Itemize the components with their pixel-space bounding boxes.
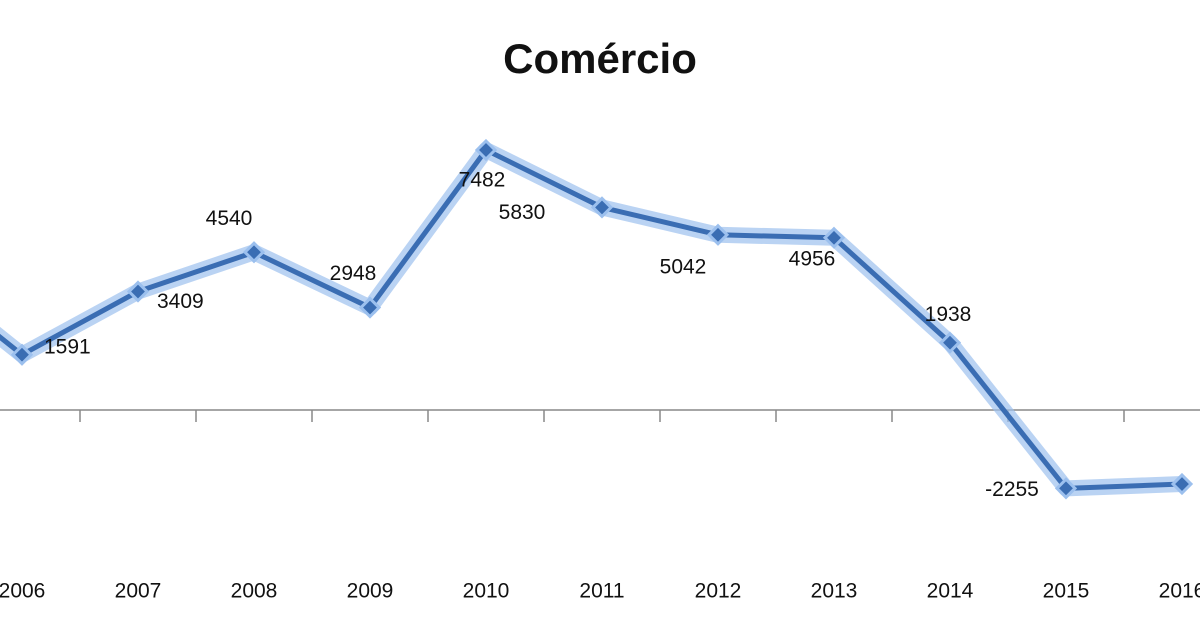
marker — [126, 280, 150, 303]
x-tick-label: 2014 — [927, 580, 974, 603]
data-label: 3409 — [157, 290, 204, 313]
data-label: 2948 — [330, 262, 377, 285]
line — [0, 147, 1183, 491]
x-tick-label: 2006 — [0, 580, 45, 603]
data-label: -2255 — [985, 478, 1039, 501]
marker — [10, 343, 34, 366]
data-label: 5830 — [499, 201, 546, 224]
x-tick-label: 2013 — [811, 580, 858, 603]
data-label: 1938 — [925, 303, 972, 326]
marker — [1054, 477, 1078, 500]
data-label: 1591 — [44, 335, 91, 358]
x-tick-label: 2008 — [231, 580, 278, 603]
x-tick-label: 2016 — [1159, 580, 1200, 603]
x-tick-label: 2009 — [347, 580, 394, 603]
x-tick-label: 2011 — [579, 580, 624, 603]
marker — [1170, 472, 1194, 496]
x-tick-label: 2007 — [115, 580, 162, 603]
marker — [938, 331, 962, 354]
marker — [474, 138, 498, 162]
data-label: 7482 — [459, 169, 506, 192]
x-tick-label: 2015 — [1043, 580, 1090, 603]
data-label: 4956 — [789, 247, 836, 270]
data-label: 4540 — [206, 207, 253, 230]
chart-title: Comércio — [503, 35, 697, 82]
marker — [358, 296, 382, 319]
marker — [242, 241, 266, 264]
marker — [822, 226, 846, 249]
marker — [590, 196, 614, 219]
marker — [706, 223, 730, 246]
x-tick-label: 2010 — [463, 580, 510, 603]
x-tick-label: 2012 — [695, 580, 742, 603]
data-label: 5042 — [660, 255, 707, 278]
